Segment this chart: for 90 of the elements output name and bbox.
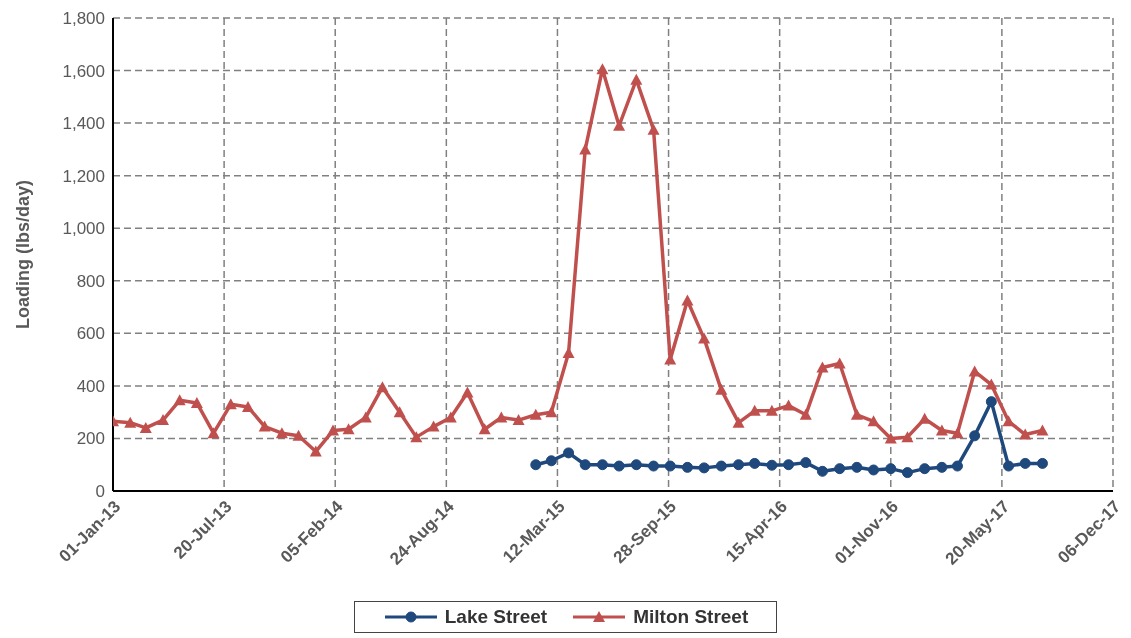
point [1019, 457, 1031, 469]
point [901, 467, 913, 479]
point [596, 459, 608, 471]
point [410, 431, 423, 443]
point [207, 427, 220, 439]
point [596, 63, 609, 75]
y-tick-label: 1,200 [62, 166, 105, 186]
point [327, 424, 339, 436]
point [190, 396, 203, 408]
point [681, 294, 694, 306]
point [224, 398, 237, 410]
point [309, 445, 322, 457]
point [766, 459, 778, 471]
point [698, 462, 710, 474]
point [867, 415, 880, 427]
point [969, 430, 981, 442]
point [834, 463, 846, 475]
point [630, 73, 643, 85]
point [850, 408, 863, 420]
point [816, 361, 829, 373]
point [851, 461, 863, 473]
point [157, 414, 169, 426]
point [124, 416, 137, 428]
point [444, 411, 457, 423]
legend-label: Milton Street [632, 606, 749, 628]
y-tick-label: 1,400 [62, 114, 105, 134]
point [715, 460, 727, 472]
point [698, 332, 711, 344]
point [868, 464, 880, 476]
point [478, 423, 491, 435]
point [512, 414, 525, 426]
y-tick-label: 1,000 [62, 219, 105, 239]
point [816, 465, 828, 477]
point [1019, 428, 1032, 440]
y-tick-label: 400 [76, 376, 105, 396]
point [800, 457, 812, 469]
point [782, 399, 795, 411]
point [461, 386, 474, 398]
point [901, 431, 914, 443]
point [342, 423, 355, 435]
y-axis-title: Loading (lbs/day) [13, 179, 34, 330]
point [563, 447, 575, 459]
point [664, 460, 676, 472]
point [1003, 460, 1015, 472]
point [884, 432, 897, 444]
point [783, 459, 795, 471]
point [579, 143, 592, 155]
point [529, 408, 542, 420]
point [393, 406, 406, 418]
point [427, 420, 440, 432]
point [648, 460, 660, 472]
point [173, 394, 186, 406]
y-tick-label: 1,600 [62, 61, 105, 81]
point [951, 427, 964, 439]
legend-label: Lake Street [443, 606, 548, 628]
point [885, 463, 897, 475]
point [258, 420, 271, 432]
point [935, 424, 948, 436]
point [749, 457, 761, 469]
point [647, 123, 660, 135]
point [545, 455, 557, 467]
point [936, 461, 948, 473]
point [733, 459, 745, 471]
point [833, 357, 846, 369]
y-tick-label: 200 [76, 429, 105, 449]
point [139, 421, 152, 433]
point [951, 460, 963, 472]
point [985, 378, 998, 390]
point [681, 461, 693, 473]
point [545, 406, 558, 418]
y-tick-label: 600 [76, 324, 105, 344]
y-tick-label: 0 [95, 482, 105, 502]
point [275, 427, 288, 439]
point [1036, 457, 1048, 469]
point [579, 459, 591, 471]
point [732, 416, 745, 428]
y-tick-label: 800 [76, 271, 105, 291]
point [376, 381, 389, 393]
point [495, 411, 508, 423]
point [242, 400, 254, 412]
point [799, 408, 812, 420]
point [1036, 424, 1049, 436]
point [919, 463, 931, 475]
point [715, 383, 728, 395]
point [613, 460, 625, 472]
y-tick-label: 1,800 [62, 9, 105, 29]
point [765, 404, 778, 416]
point [530, 459, 542, 471]
point [630, 459, 642, 471]
point [562, 347, 575, 359]
